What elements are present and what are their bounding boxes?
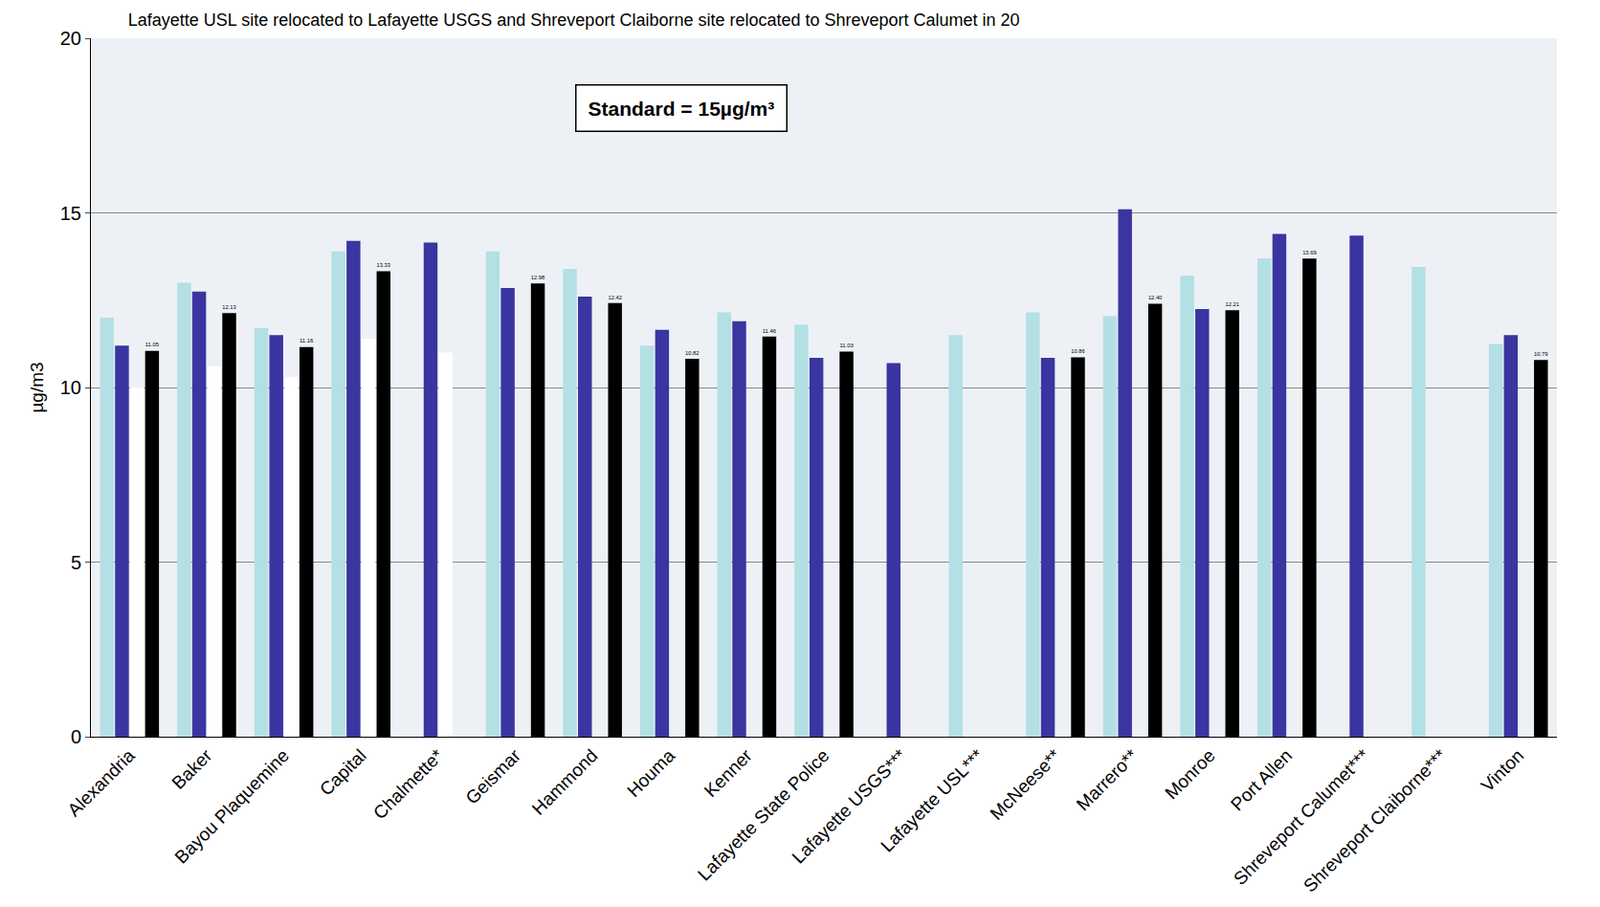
svg-text:Capital: Capital bbox=[315, 745, 371, 800]
svg-text:15: 15 bbox=[60, 202, 82, 224]
svg-text:12.42: 12.42 bbox=[607, 294, 622, 301]
svg-text:12.40: 12.40 bbox=[1148, 294, 1162, 301]
svg-text:Kenner: Kenner bbox=[700, 745, 757, 802]
svg-text:Lafayette USL***: Lafayette USL*** bbox=[876, 745, 988, 857]
svg-text:Shreveport Claiborne***: Shreveport Claiborne*** bbox=[1299, 745, 1451, 897]
svg-text:20: 20 bbox=[60, 27, 82, 49]
svg-text:Monroe: Monroe bbox=[1160, 745, 1219, 803]
svg-text:Shreveport Calumet***: Shreveport Calumet*** bbox=[1229, 745, 1374, 889]
svg-text:11.05: 11.05 bbox=[145, 341, 160, 348]
svg-text:Port Allen: Port Allen bbox=[1226, 745, 1296, 815]
svg-text:10.79: 10.79 bbox=[1533, 351, 1548, 357]
svg-text:µg/m3: µg/m3 bbox=[26, 361, 47, 413]
svg-text:Geismar: Geismar bbox=[461, 745, 525, 809]
svg-text:12.98: 12.98 bbox=[531, 274, 545, 281]
svg-text:Chalmette*: Chalmette* bbox=[369, 745, 448, 824]
svg-text:Bayou Plaquemine: Bayou Plaquemine bbox=[170, 745, 293, 868]
svg-text:Baker: Baker bbox=[168, 745, 217, 794]
svg-text:11.03: 11.03 bbox=[839, 342, 854, 349]
svg-text:Lafayette State Police: Lafayette State Police bbox=[693, 745, 834, 886]
svg-text:Alexandria: Alexandria bbox=[64, 745, 140, 822]
svg-text:5: 5 bbox=[70, 552, 82, 574]
svg-text:13.69: 13.69 bbox=[1302, 249, 1316, 256]
svg-text:12.21: 12.21 bbox=[1225, 301, 1240, 308]
svg-text:10.86: 10.86 bbox=[1070, 348, 1085, 355]
svg-text:Houma: Houma bbox=[622, 745, 679, 801]
svg-text:13.33: 13.33 bbox=[377, 262, 391, 268]
svg-text:Lafayette USGS***: Lafayette USGS*** bbox=[788, 745, 912, 868]
svg-text:10: 10 bbox=[60, 377, 82, 399]
svg-text:10.82: 10.82 bbox=[685, 350, 699, 356]
svg-text:Marrero**: Marrero** bbox=[1072, 745, 1143, 816]
svg-text:Lafayette USL site relocated t: Lafayette USL site relocated to Lafayett… bbox=[128, 10, 1021, 30]
svg-text:Vinton: Vinton bbox=[1477, 745, 1529, 797]
svg-text:11.46: 11.46 bbox=[762, 328, 778, 334]
svg-text:Hammond: Hammond bbox=[528, 745, 602, 820]
svg-text:11.16: 11.16 bbox=[299, 337, 314, 344]
svg-text:Standard = 15µg/m³: Standard = 15µg/m³ bbox=[588, 97, 776, 120]
svg-text:12.13: 12.13 bbox=[222, 304, 236, 311]
svg-text:McNeese**: McNeese** bbox=[985, 745, 1065, 824]
svg-text:0: 0 bbox=[70, 726, 82, 748]
